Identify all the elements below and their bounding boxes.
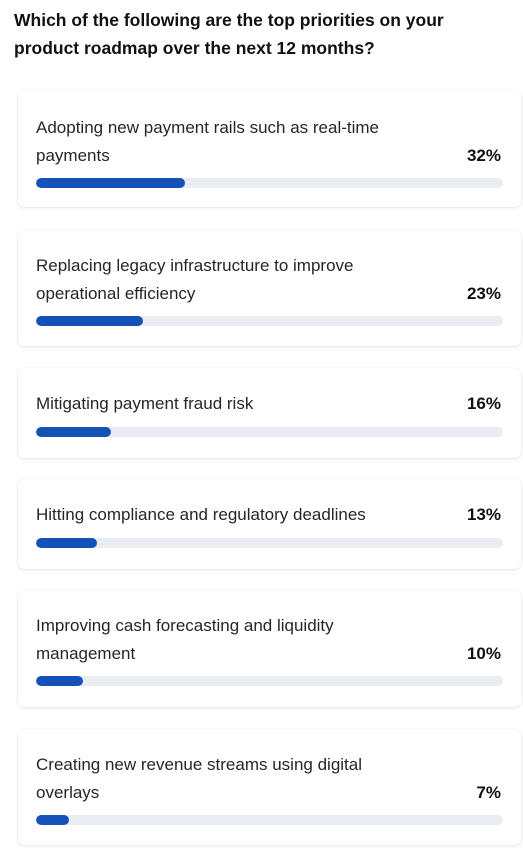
poll-option-bar-fill [36, 676, 83, 686]
poll-option-percent: 23% [466, 284, 501, 303]
poll-option-card[interactable]: Hitting compliance and regulatory deadli… [18, 479, 521, 569]
poll-option-label: Hitting compliance and regulatory deadli… [36, 505, 366, 524]
poll-option-card[interactable]: Replacing legacy infrastructure to impro… [18, 230, 521, 346]
poll-option-percent: 16% [466, 394, 501, 413]
poll-option-bar-fill [36, 427, 111, 437]
poll-option-percent: 10% [466, 644, 501, 663]
poll-option-card[interactable]: Improving cash forecasting and liquidity… [18, 590, 521, 707]
poll-option-bar-track [36, 178, 503, 188]
poll-option-bar-fill [36, 815, 69, 825]
poll-option-label: Adopting new payment rails such as real-… [36, 118, 379, 165]
poll-option-label: Replacing legacy infrastructure to impro… [36, 256, 354, 303]
poll-option-bar-track [36, 316, 503, 326]
poll-option-card[interactable]: Creating new revenue streams using digit… [18, 729, 521, 845]
poll-option-card[interactable]: Adopting new payment rails such as real-… [18, 90, 521, 207]
poll-option-bar-track [36, 815, 503, 825]
poll-option-label: Mitigating payment fraud risk [36, 394, 254, 413]
poll-option-bar-fill [36, 178, 186, 188]
poll-option-label: Creating new revenue streams using digit… [36, 755, 363, 802]
poll-option-percent: 32% [466, 146, 501, 165]
poll-option-card[interactable]: Mitigating payment fraud risk 16% [18, 368, 521, 458]
poll-option-percent: 7% [476, 783, 501, 802]
poll-option-bar-track [36, 427, 503, 437]
poll-option-bar-fill [36, 538, 97, 548]
poll-option-bar-track [36, 676, 503, 686]
poll-question: Which of the following are the top prior… [14, 10, 444, 58]
poll-option-bar-fill [36, 316, 144, 326]
poll-option-label: Improving cash forecasting and liquidity… [36, 616, 334, 663]
poll-option-bar-track [36, 538, 503, 548]
poll-option-percent: 13% [466, 505, 501, 524]
